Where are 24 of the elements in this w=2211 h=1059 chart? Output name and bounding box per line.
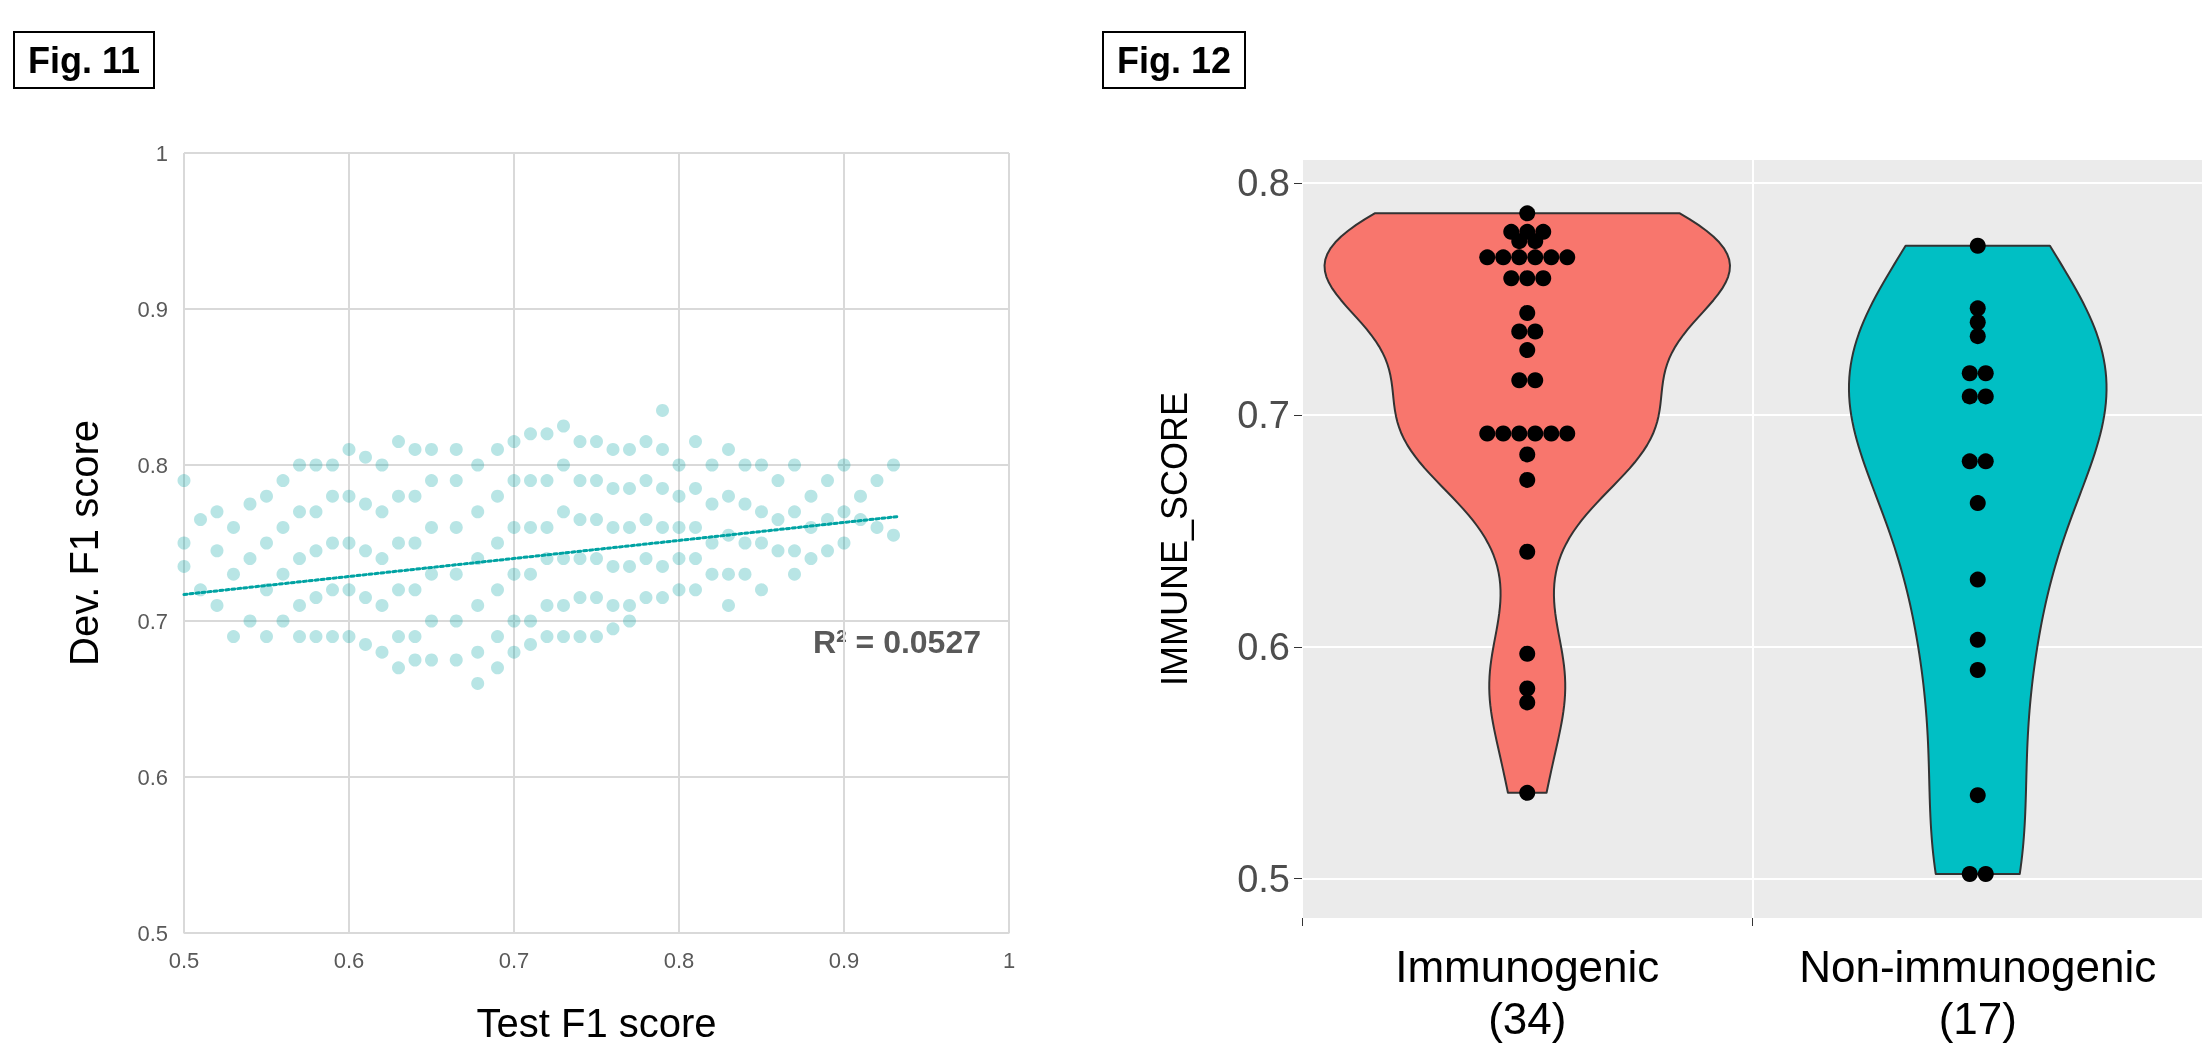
- x-axis-title: Test F1 score: [476, 1001, 717, 1045]
- x-tick-label: 1: [1002, 947, 1016, 973]
- y-tick-label: 0.7: [1237, 393, 1290, 436]
- y-tick-label: 0.8: [1237, 162, 1290, 205]
- x-tick-label: 0.8: [663, 947, 695, 973]
- y-tick-label: 0.6: [137, 764, 168, 790]
- chart-title: Fig. 11: [28, 39, 141, 81]
- y-axis-title: IMMUNE_SCORE: [1153, 391, 1195, 687]
- chart-title: Fig. 12: [1117, 39, 1232, 81]
- x-tick-label: Non-immunogenic (17): [1799, 941, 2157, 1043]
- y-tick-label: 1: [155, 140, 168, 166]
- x-tick-label: 0.7: [498, 947, 530, 973]
- x-tick-label: 0.5: [168, 947, 200, 973]
- y-tick-label: 0.9: [137, 296, 168, 322]
- x-tick-label: 0.9: [828, 947, 860, 973]
- y-tick-label: 0.5: [137, 920, 168, 946]
- x-tick-label: 0.6: [333, 947, 365, 973]
- y-axis-title: Dev. F1 score: [62, 420, 106, 666]
- annotation: R² = 0.0527: [812, 624, 981, 660]
- x-tick-label: Immunogenic (34): [1395, 941, 1660, 1043]
- y-tick-label: 0.8: [137, 452, 168, 478]
- y-tick-label: 0.7: [137, 608, 168, 634]
- y-tick-label: 0.6: [1237, 625, 1290, 668]
- y-tick-label: 0.5: [1237, 857, 1290, 900]
